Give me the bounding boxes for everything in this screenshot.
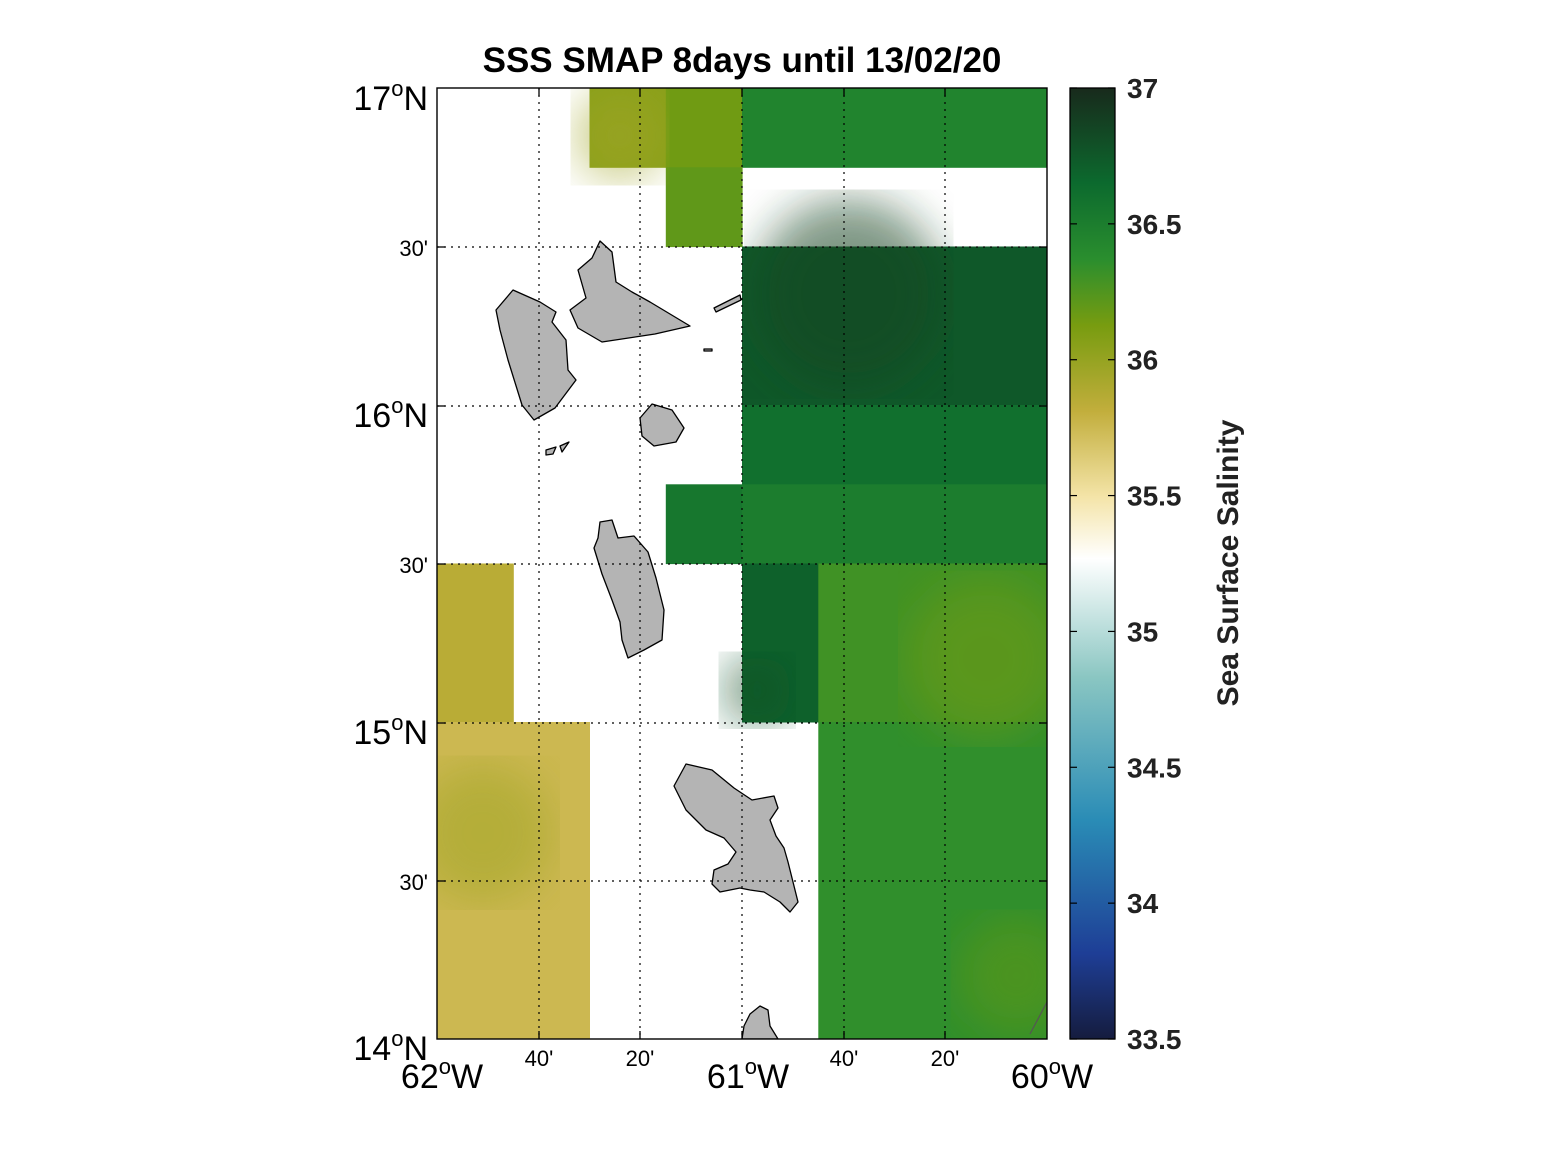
colorbar-label: Sea Surface Salinity: [1212, 419, 1245, 706]
lat-label-16n: 16oN: [353, 393, 428, 435]
salinity-cell-6: [665, 484, 743, 565]
colorbar-tick-label: 36: [1127, 345, 1158, 376]
land-masses: [495, 240, 799, 1039]
grande-terre-island: [569, 240, 691, 343]
basse-terre-island: [495, 289, 577, 421]
petite-terre-islet: [703, 348, 713, 352]
colorbar-tick-label: 34.5: [1127, 752, 1182, 783]
salinity-cell-2: [742, 88, 1047, 168]
colorbar: 37 36.5 36 35.5 35 34.5 34 33.5 Sea Surface Sal…: [1069, 73, 1245, 1055]
lon-label-60w: 60oW: [1011, 1054, 1093, 1096]
colorbar-tick-label: 35: [1127, 616, 1158, 647]
lat-label-15-30: 30': [399, 553, 428, 578]
colorbar-tick-label: 34: [1127, 888, 1159, 919]
la-desirade-island: [713, 294, 742, 313]
colorbar-ticks: 37 36.5 36 35.5 35 34.5 34 33.5: [1070, 73, 1182, 1055]
salinity-field: [437, 88, 1047, 1039]
salinity-cell-11: [437, 563, 514, 723]
salinity-shade-4: [437, 762, 553, 903]
colorbar-tick-label: 37: [1127, 73, 1158, 104]
longitude-labels: 62oW 40' 20' 61oW 40' 20' 60oW: [401, 1046, 1093, 1096]
saint-lucia-island: [741, 1005, 779, 1039]
colorbar-gradient: [1069, 87, 1116, 1040]
lon-label-61-20: 20': [626, 1046, 655, 1071]
lon-label-60-40: 40': [830, 1046, 859, 1071]
lon-label-61-40: 40': [525, 1046, 554, 1071]
lat-label-15n: 15oN: [353, 710, 428, 752]
salinity-cell-5: [742, 405, 1047, 485]
colorbar-tick-label: 33.5: [1127, 1024, 1182, 1055]
colorbar-tick-label: 35.5: [1127, 481, 1182, 512]
lon-label-60-20: 20': [931, 1046, 960, 1071]
salinity-shade-1: [722, 655, 793, 726]
graticule: [437, 88, 1047, 1039]
lat-label-14n: 14oN: [353, 1026, 428, 1068]
salinity-shade-2: [906, 578, 1047, 739]
map-area: [437, 88, 1047, 1039]
lat-label-17n: 17oN: [353, 76, 428, 118]
lon-label-62w: 62oW: [401, 1054, 483, 1096]
salinity-shade-0: [753, 199, 944, 390]
les-saintes-islets: [545, 441, 570, 456]
salinity-shade-5: [575, 90, 665, 181]
marie-galante-island: [639, 403, 685, 447]
salinity-cell-1: [665, 88, 743, 168]
martinique-island: [673, 763, 799, 913]
dominica-island: [593, 519, 665, 659]
map-tick-marks: [437, 88, 1047, 1039]
map-title: SSS SMAP 8days until 13/02/20: [483, 41, 1002, 80]
salinity-cell-7: [742, 484, 1047, 565]
coast-fragment-line: [1029, 1001, 1047, 1035]
colorbar-tick-label: 36.5: [1127, 209, 1182, 240]
salinity-shade-3: [956, 915, 1047, 1036]
latitude-labels: 17oN 30' 16oN 30' 15oN 30' 14oN: [353, 76, 428, 1068]
lon-label-61w: 61oW: [707, 1054, 789, 1096]
lat-label-16-30: 30': [399, 236, 428, 261]
lat-label-14-30: 30': [399, 870, 428, 895]
salinity-cell-3: [665, 167, 743, 248]
